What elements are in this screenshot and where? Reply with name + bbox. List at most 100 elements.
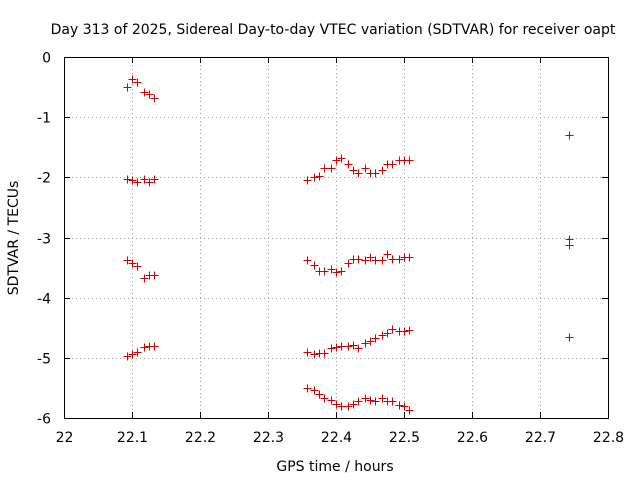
data-point-marker — [400, 402, 409, 411]
data-point-marker — [145, 178, 154, 187]
data-point-marker — [366, 396, 375, 405]
data-point-marker — [140, 88, 149, 97]
data-point-marker — [344, 259, 353, 268]
data-point-marker — [327, 265, 336, 274]
data-point-marker — [303, 256, 312, 265]
data-point-marker — [315, 390, 324, 399]
data-point-marker — [371, 169, 380, 178]
data-point-marker — [366, 337, 375, 346]
data-point-marker — [140, 343, 149, 352]
data-point-marker — [128, 75, 137, 84]
data-point-marker — [361, 164, 370, 173]
data-point-marker — [565, 241, 574, 250]
data-point-marker — [378, 394, 387, 403]
data-point-marker — [303, 176, 312, 185]
data-point-marker — [327, 396, 336, 405]
data-point-marker — [337, 154, 346, 163]
data-point-marker — [123, 175, 132, 184]
data-point-marker — [371, 397, 380, 406]
data-point-marker — [388, 397, 397, 406]
data-point-marker — [327, 344, 336, 353]
data-point-marker — [383, 329, 392, 338]
data-point-marker — [320, 267, 329, 276]
y-tick-label: -1 — [37, 111, 51, 127]
data-point-marker — [405, 326, 414, 335]
x-tick-label: 22.7 — [525, 430, 556, 446]
data-point-marker — [349, 166, 358, 175]
data-point-marker — [405, 253, 414, 262]
data-point-marker — [310, 386, 319, 395]
data-point-marker — [332, 268, 341, 277]
data-point-marker — [395, 401, 404, 410]
data-point-marker — [565, 333, 574, 342]
data-point-marker — [354, 255, 363, 264]
data-point-marker — [405, 156, 414, 165]
x-axis-label: GPS time / hours — [276, 459, 393, 475]
data-point-marker — [361, 256, 370, 265]
x-tick-label: 22.8 — [593, 430, 624, 446]
data-point-marker — [310, 173, 319, 182]
x-tick-label: 22 — [56, 430, 74, 446]
data-point-marker — [327, 164, 336, 173]
data-point-marker — [150, 175, 159, 184]
data-point-marker — [354, 169, 363, 178]
data-point-marker — [150, 94, 159, 103]
data-point-marker — [133, 78, 142, 87]
data-point-marker — [332, 156, 341, 165]
y-tick-label: -4 — [37, 292, 51, 308]
data-point-marker — [378, 256, 387, 265]
data-point-marker — [344, 402, 353, 411]
data-point-marker — [320, 349, 329, 358]
data-point-marker — [337, 267, 346, 276]
data-point-marker — [388, 255, 397, 264]
data-point-marker — [378, 166, 387, 175]
data-point-marker — [400, 327, 409, 336]
plot-frame — [64, 57, 609, 419]
data-point-marker — [361, 394, 370, 403]
data-point-marker — [366, 253, 375, 262]
y-tick-labels: 0 -1 -2 -3 -4 -5 -6 — [37, 51, 51, 428]
x-tick-labels: 22 22.1 22.2 22.3 22.4 22.5 22.6 22.7 22.8 — [56, 430, 625, 446]
x-tick-label: 22.6 — [457, 430, 488, 446]
data-point-marker — [383, 250, 392, 259]
data-point-marker — [378, 331, 387, 340]
data-points — [123, 75, 574, 415]
data-point-marker — [388, 325, 397, 334]
y-axis-label: SDTVAR / TECUs — [6, 181, 22, 296]
y-tick-label: -5 — [37, 352, 51, 368]
data-point-marker — [310, 261, 319, 270]
data-point-marker — [349, 400, 358, 409]
data-point-marker — [150, 342, 159, 351]
data-point-marker — [395, 255, 404, 264]
data-point-marker — [128, 176, 137, 185]
data-point-marker — [150, 271, 159, 280]
y-tick-label: 0 — [42, 51, 51, 67]
data-point-marker — [140, 274, 149, 283]
data-point-marker — [405, 406, 414, 415]
data-point-marker — [371, 334, 380, 343]
data-point-marker — [332, 343, 341, 352]
data-point-marker — [123, 352, 132, 361]
data-point-marker — [128, 259, 137, 268]
data-point-marker — [128, 350, 137, 359]
data-point-marker — [337, 402, 346, 411]
data-point-marker — [133, 348, 142, 357]
data-point-marker — [349, 341, 358, 350]
data-point-marker — [320, 164, 329, 173]
data-point-marker — [361, 339, 370, 348]
x-tick-label: 22.3 — [253, 430, 284, 446]
data-point-marker — [332, 400, 341, 409]
data-point-marker — [133, 178, 142, 187]
data-point-marker — [310, 350, 319, 359]
y-tick-label: -2 — [37, 171, 51, 187]
data-point-marker — [337, 342, 346, 351]
data-point-marker — [371, 256, 380, 265]
data-point-marker — [123, 83, 132, 92]
x-tick-label: 22.5 — [389, 430, 420, 446]
y-tick-label: -3 — [37, 232, 51, 248]
data-point-marker — [303, 384, 312, 393]
data-point-marker — [565, 131, 574, 140]
data-point-marker — [344, 160, 353, 169]
data-point-marker — [145, 90, 154, 99]
